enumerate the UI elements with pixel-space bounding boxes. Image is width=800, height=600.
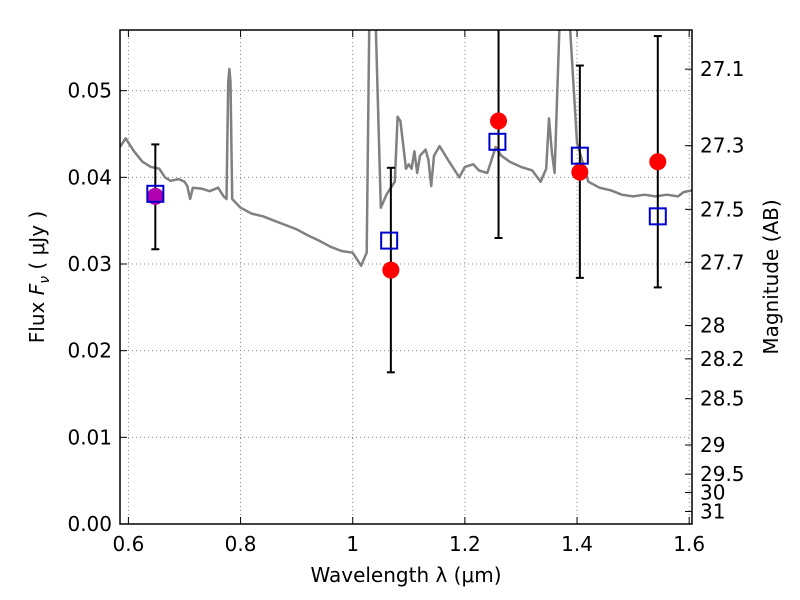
right-tick-label: 28.2 xyxy=(700,347,745,371)
y-label-subscript: ν xyxy=(37,276,53,284)
right-tick-label: 27.5 xyxy=(700,197,745,221)
observed-point xyxy=(571,163,589,181)
y-tick-label: 0.05 xyxy=(67,79,112,103)
right-tick-label: 29.5 xyxy=(700,462,745,486)
x-axis-ticks: 0.6 0.8 1 1.2 1.4 1.6 xyxy=(113,30,705,556)
y-tick-label: 0.04 xyxy=(67,165,112,189)
y-label-symbol: F xyxy=(25,283,49,295)
model-photometry-point xyxy=(488,132,507,151)
y-tick-label: 0.00 xyxy=(67,512,112,536)
observed-point xyxy=(649,153,667,171)
model-spectrum-line xyxy=(120,30,692,267)
y-tick-label: 0.01 xyxy=(67,425,112,449)
x-tick-label: 0.8 xyxy=(225,532,257,556)
right-tick-label: 27.1 xyxy=(700,57,745,81)
right-tick-label: 31 xyxy=(700,499,725,523)
x-tick-label: 0.6 xyxy=(113,532,145,556)
right-axis-label: Magnitude (AB) xyxy=(759,199,783,354)
grid xyxy=(120,30,692,525)
model-photometry-point xyxy=(570,146,589,165)
plot-area xyxy=(120,30,692,374)
right-tick-label: 30 xyxy=(700,481,725,505)
observed-point xyxy=(382,261,400,279)
right-tick-label: 28 xyxy=(700,313,725,337)
y-label-part: Flux xyxy=(25,295,49,343)
y-axis-label: Flux Fν ( μJy ) xyxy=(25,211,53,343)
y-axis-ticks: 0.00 0.01 0.02 0.03 0.04 0.05 xyxy=(67,79,127,536)
x-axis-label: Wavelength λ (μm) xyxy=(310,563,501,587)
model-photometry-point xyxy=(648,207,667,226)
y-label-part: ( μJy ) xyxy=(25,211,49,276)
right-tick-label: 28.5 xyxy=(700,387,745,411)
data-point-layer xyxy=(146,112,667,279)
y-tick-label: 0.02 xyxy=(67,339,112,363)
x-tick-label: 1.2 xyxy=(449,532,481,556)
right-tick-label: 27.3 xyxy=(700,134,745,158)
right-tick-label: 29 xyxy=(700,433,725,457)
plot-frame xyxy=(119,29,693,525)
model-photometry-point xyxy=(146,184,165,203)
x-tick-label: 1.4 xyxy=(561,532,593,556)
y-tick-label: 0.03 xyxy=(67,252,112,276)
model-photometry-point xyxy=(380,231,399,250)
x-tick-label: 1.6 xyxy=(673,532,705,556)
right-tick-label: 27.7 xyxy=(700,250,745,274)
model-spectrum-layer xyxy=(120,30,692,267)
x-tick-label: 1 xyxy=(346,532,359,556)
observed-point xyxy=(490,112,508,130)
